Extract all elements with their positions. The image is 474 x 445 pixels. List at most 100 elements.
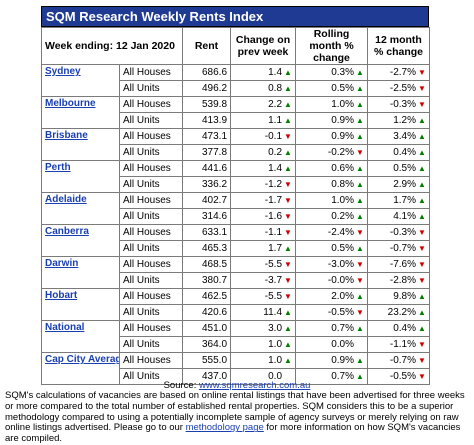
twelve-month-cell-value: 23.2% [387, 306, 417, 318]
change-cell-value: 1.0 [268, 338, 283, 350]
triangle-up-icon: ▲ [356, 195, 364, 205]
table-row: Sydney All Houses 686.6 1.4 ▲ 0.3% ▲ -2.7% ▼ [41, 64, 431, 97]
triangle-up-icon: ▲ [284, 83, 292, 93]
rolling-month-cell-value: -0.5% [327, 306, 355, 318]
table-row: Perth All Houses 441.6 1.4 ▲ 0.6% ▲ 0.5% ▲ [41, 160, 431, 193]
twelve-month-cell: 0.5% ▲ [367, 160, 431, 177]
change-cell-value: 11.4 [263, 306, 283, 318]
city-link[interactable]: Darwin [41, 256, 120, 289]
change-cell: -0.1 ▼ [230, 128, 297, 145]
source-prefix: Source: [163, 380, 199, 391]
twelve-month-cell: -7.6% ▼ [367, 256, 431, 273]
change-cell: -5.5 ▼ [230, 288, 297, 305]
table-row: Canberra All Houses 633.1 -1.1 ▼ -2.4% ▼ -0.3% ▼ [41, 224, 431, 257]
rolling-month-cell-value: 0.0% [331, 338, 355, 350]
rent-cell: 336.2 [182, 176, 232, 193]
source-link[interactable]: www.sqmresearch.com.au [198, 380, 311, 391]
city-link[interactable]: Adelaide [41, 192, 120, 225]
rolling-month-cell-value: 0.9% [331, 130, 355, 142]
twelve-month-cell: -0.3% ▼ [367, 224, 431, 241]
triangle-up-icon: ▲ [284, 243, 292, 253]
city-link[interactable]: Brisbane [41, 128, 120, 161]
triangle-down-icon: ▼ [284, 291, 292, 301]
twelve-month-cell-value: -0.3% [389, 98, 417, 110]
city-link[interactable]: Hobart [41, 288, 120, 321]
change-cell-value: 0.8 [268, 82, 283, 94]
twelve-month-cell-value: -0.3% [389, 226, 417, 238]
change-cell-value: -1.6 [264, 210, 283, 222]
change-cell: -5.5 ▼ [230, 256, 297, 273]
note-text: SQM's calculations of vacancies are base… [5, 390, 465, 434]
rolling-month-cell: 0.9% ▲ [295, 352, 369, 369]
rolling-month-cell-value: 0.5% [331, 82, 355, 94]
city-link[interactable]: Melbourne [41, 96, 120, 129]
rent-cell: 539.8 [182, 96, 232, 113]
twelve-month-cell-value: 2.9% [393, 178, 417, 190]
twelve-month-cell: 0.4% ▲ [367, 320, 431, 337]
triangle-up-icon: ▲ [284, 355, 292, 365]
triangle-down-icon: ▼ [284, 275, 292, 285]
triangle-down-icon: ▼ [418, 67, 426, 77]
dwelling-type-cell: All Houses [118, 320, 184, 337]
rolling-month-cell-value: 0.6% [331, 162, 355, 174]
twelve-month-cell: 1.7% ▲ [367, 192, 431, 209]
twelve-month-cell-value: 9.8% [393, 290, 417, 302]
rolling-month-cell: 0.2% ▲ [295, 208, 369, 225]
dwelling-type-cell: All Units [118, 208, 184, 225]
rolling-month-cell-value: 0.8% [331, 178, 355, 190]
table-header-row: Week ending: 12 Jan 2020 Rent Change on … [40, 27, 431, 65]
rent-cell: 633.1 [182, 224, 232, 241]
change-cell-value: 2.2 [268, 98, 283, 110]
rolling-month-cell-value: 0.9% [331, 354, 355, 366]
twelve-month-cell-value: -0.7% [389, 242, 417, 254]
dwelling-type-cell: All Houses [118, 64, 184, 81]
rent-cell: 468.5 [182, 256, 232, 273]
change-cell-value: 1.7 [268, 242, 283, 254]
change-cell: 0.2 ▲ [230, 144, 297, 161]
methodology-note: SQM's calculations of vacancies are base… [5, 390, 471, 445]
triangle-up-icon: ▲ [356, 179, 364, 189]
twelve-month-cell-value: -1.1% [389, 338, 417, 350]
twelve-month-cell-value: -2.8% [389, 274, 417, 286]
change-cell: -1.2 ▼ [230, 176, 297, 193]
twelve-month-cell: -0.3% ▼ [367, 96, 431, 113]
city-link[interactable]: Canberra [41, 224, 120, 257]
change-cell-value: 1.1 [268, 114, 283, 126]
rent-cell: 555.0 [182, 352, 232, 369]
triangle-up-icon: ▲ [356, 355, 364, 365]
twelve-month-cell-value: -7.6% [389, 258, 417, 270]
methodology-page-link[interactable]: methodology page [185, 422, 264, 434]
triangle-up-icon: ▲ [284, 147, 292, 157]
triangle-down-icon: ▼ [356, 147, 364, 157]
change-cell-value: -5.5 [264, 290, 283, 302]
rolling-month-cell-value: 1.0% [331, 194, 355, 206]
dwelling-type-cell: All Units [118, 80, 184, 97]
city-link[interactable]: Cap City Average [41, 352, 120, 385]
dwelling-type-cell: All Units [118, 144, 184, 161]
table-row: Melbourne All Houses 539.8 2.2 ▲ 1.0% ▲ -0.3% ▼ [41, 96, 431, 129]
rent-cell: 402.7 [182, 192, 232, 209]
city-link[interactable]: Sydney [41, 64, 120, 97]
twelve-month-cell: -2.7% ▼ [367, 64, 431, 81]
dwelling-type-cell: All Houses [118, 160, 184, 177]
triangle-up-icon: ▲ [284, 115, 292, 125]
change-cell-value: -5.5 [264, 258, 283, 270]
rolling-month-cell-value: 0.2% [331, 210, 355, 222]
triangle-up-icon: ▲ [418, 131, 426, 141]
change-cell: 2.2 ▲ [230, 96, 297, 113]
rolling-month-cell: 0.5% ▲ [295, 240, 369, 257]
table-row: Cap City Average All Houses 555.0 1.0 ▲ 0.9% ▲… [41, 352, 431, 385]
twelve-month-cell: 1.2% ▲ [367, 112, 431, 129]
triangle-up-icon: ▲ [356, 131, 364, 141]
twelve-month-cell-value: 4.1% [393, 210, 417, 222]
twelve-month-cell: -0.7% ▼ [367, 240, 431, 257]
rolling-month-cell: -0.0% ▼ [295, 272, 369, 289]
triangle-down-icon: ▼ [356, 227, 364, 237]
change-cell: 1.7 ▲ [230, 240, 297, 257]
city-link[interactable]: National [41, 320, 120, 353]
city-link[interactable]: Perth [41, 160, 120, 193]
table-title: SQM Research Weekly Rents Index [46, 9, 264, 24]
rolling-month-cell: 2.0% ▲ [295, 288, 369, 305]
change-cell: -3.7 ▼ [230, 272, 297, 289]
twelve-month-header: 12 month % change [367, 27, 431, 65]
